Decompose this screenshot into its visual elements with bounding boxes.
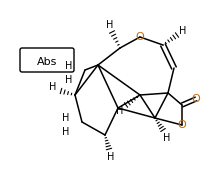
Text: H: H: [163, 133, 171, 143]
Text: H: H: [65, 61, 73, 71]
Text: O: O: [136, 32, 144, 42]
Text: H: H: [62, 113, 70, 123]
Text: H: H: [49, 82, 57, 92]
FancyBboxPatch shape: [20, 48, 74, 72]
Text: H: H: [116, 106, 124, 116]
Text: H: H: [62, 127, 70, 137]
Text: O: O: [192, 94, 200, 104]
Text: Abs: Abs: [37, 57, 57, 67]
Text: H: H: [179, 26, 187, 36]
Text: H: H: [65, 75, 73, 85]
Text: H: H: [106, 20, 114, 30]
Text: H: H: [107, 152, 115, 162]
Text: O: O: [178, 120, 186, 130]
